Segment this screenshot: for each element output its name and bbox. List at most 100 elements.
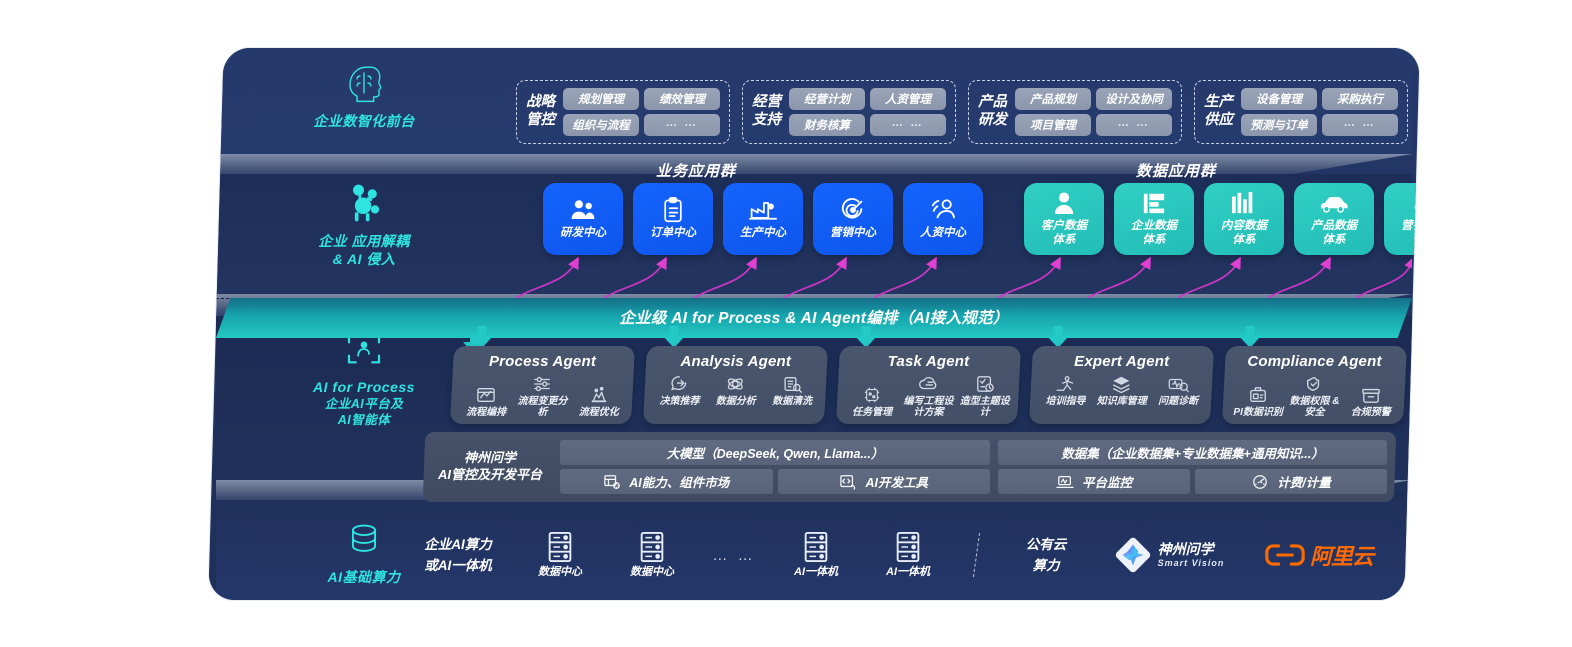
infra-ai-appliance-2[interactable]: AI一体机 [862,531,954,580]
domain-group-strategy[interactable]: 战略 管控 规划管理 绩效管理 组织与流程 … … [516,80,730,144]
infra-ai-appliance-1[interactable]: AI一体机 [770,531,862,580]
logo-shenzhou-wenxue[interactable]: 神州问学 Smart Vision [1094,536,1244,574]
platform-cell-components[interactable]: AI能力、组件市场 [560,469,773,494]
architecture-frame: 企业数智化前台 企业 应用解耦 & AI 侵入 [208,48,1420,600]
domain-label-line2: 支持 [752,112,781,128]
infra-datacenter-1[interactable]: 数据中心 [514,531,606,580]
domain-group-operations[interactable]: 经营 支持 经营计划 人资管理 财务核算 … … [742,80,956,144]
infra-label-line1: 公有云 [1025,536,1067,552]
agent-capability[interactable]: 任务管理 [844,385,900,418]
settings-sliders-icon [532,374,552,394]
agent-capability[interactable]: 培训指导 [1038,374,1094,407]
domain-chip[interactable]: 规划管理 [563,88,639,110]
logo-name: 阿里云 [1309,544,1373,569]
rail-label-2: & AI 侵入 [332,251,396,268]
data-card-label-2: 体系 [1142,234,1166,246]
agent-capability-label: 知识库管理 [1096,396,1147,407]
platform-cell-devtools[interactable]: AI开发工具 [777,469,990,494]
domain-label-line1: 产品 [978,94,1007,111]
app-card-hr-center[interactable]: 人资中心 [903,183,983,255]
data-card-label-1: 内容数据 [1221,220,1267,233]
ai-platform-bar: 神州问学 AI管控及开发平台 大模型（DeepSeek, Qwen, Llama… [422,432,1397,502]
platform-llm-label[interactable]: 大模型（DeepSeek, Qwen, Llama...） [560,440,990,465]
platform-cell-label: AI能力、组件市场 [629,476,730,490]
domain-chip-more[interactable]: … … [1322,114,1398,136]
platform-dataset-label[interactable]: 数据集（企业数据集+专业数据集+通用知识...） [997,440,1387,465]
agent-capability[interactable]: 数据分析 [708,374,764,407]
agent-capability[interactable]: 编写工程设计方案 [901,374,957,418]
domain-chip[interactable]: 产品规划 [1015,88,1091,110]
domain-group-production-supply[interactable]: 生产 供应 设备管理 采购执行 预测与订单 … … [1194,80,1408,144]
data-card-enterprise[interactable]: 企业数据 体系 [1114,183,1194,255]
agent-capability[interactable]: 数据权限 & 安全 [1287,374,1343,418]
infra-public-cloud[interactable]: 公有云 算力 [998,536,1094,574]
database-cylinder-icon [274,516,454,562]
platform-right-column: 数据集（企业数据集+专业数据集+通用知识...） 平台监控 [997,440,1388,494]
domain-chip[interactable]: 人资管理 [870,88,946,110]
agent-capability[interactable]: 合规预警 [1343,385,1399,418]
domain-chip-more[interactable]: … … [644,114,720,136]
app-card-order-center[interactable]: 订单中心 [633,183,713,255]
agent-capability[interactable]: 知识库管理 [1094,374,1150,407]
platform-cell-label: AI开发工具 [865,476,928,490]
infra-enterprise-compute[interactable]: 企业AI算力 或AI一体机 [402,536,514,574]
server-rack-icon [893,531,923,563]
permission-shield-icon [1304,374,1324,394]
app-card-production-center[interactable]: 生产中心 [723,183,803,255]
infra-more-dots: … … [698,547,770,564]
molecule-network-icon [274,180,454,226]
data-card-content[interactable]: 内容数据 体系 [1204,183,1284,255]
agent-card-expert[interactable]: Expert Agent 培训指导 [1028,346,1215,424]
agent-capability[interactable]: 数据清洗 [764,374,820,407]
data-card-marketing[interactable]: 营销数据 体系 [1384,183,1420,255]
agent-card-compliance[interactable]: Compliance Agent PI数据识别 [1221,346,1408,424]
data-card-label-2: 体系 [1052,234,1076,246]
domain-group-product-rnd[interactable]: 产品 研发 产品规划 设计及协同 项目管理 … … [968,80,1182,144]
domain-chip[interactable]: 设计及协同 [1096,88,1172,110]
domain-label-line1: 经营 [752,94,781,111]
domain-chip[interactable]: 绩效管理 [644,88,720,110]
atom-molecule-icon [1411,190,1420,216]
agent-capability[interactable]: 流程编排 [458,385,514,418]
agent-capability-label-2: 安全 [1304,407,1325,418]
logo-huawei[interactable]: HUAWEI [1394,532,1420,579]
domain-label-line1: 战略 [526,94,555,111]
domain-chip[interactable]: 经营计划 [789,88,865,110]
data-card-customer[interactable]: 客户数据 体系 [1024,183,1104,255]
logo-alicloud[interactable]: 阿里云 [1244,539,1394,571]
domain-chip[interactable]: 财务核算 [789,114,865,136]
app-card-marketing-center[interactable]: 营销中心 [813,183,893,255]
business-app-cards: 研发中心 订单中心 生 [543,183,983,255]
server-rack-icon [637,531,667,563]
app-card-rnd-center[interactable]: 研发中心 [543,183,623,255]
data-card-product[interactable]: 产品数据 体系 [1294,183,1374,255]
agent-capability[interactable]: 流程变更分析 [515,374,571,418]
agent-title: Process Agent [488,353,597,370]
domain-chip[interactable]: 预测与订单 [1241,114,1317,136]
domain-chip[interactable]: 组织与流程 [563,114,639,136]
brain-head-icon [274,60,454,106]
monitor-laptop-icon [1056,474,1074,490]
domain-chip-more[interactable]: … … [1096,114,1172,136]
agent-capability[interactable]: 问题诊断 [1150,374,1206,407]
ai-orchestration-banner[interactable]: 企业级 AI for Process & AI Agent编排（AI接入规范） [216,298,1412,338]
domain-chip[interactable]: 设备管理 [1241,88,1317,110]
domain-chip[interactable]: 采购执行 [1322,88,1398,110]
agent-capability[interactable]: 决策推荐 [652,374,708,407]
data-card-label-1: 客户数据 [1041,220,1087,233]
agent-capability[interactable]: 造型主题设计 [957,374,1013,418]
domain-chip-more[interactable]: … … [870,114,946,136]
infra-datacenter-2[interactable]: 数据中心 [606,531,698,580]
agent-card-process[interactable]: Process Agent 流程编排 [449,346,636,424]
person-wave-icon [929,197,957,223]
bars-content-icon [1231,190,1257,216]
agent-capability[interactable]: 流程优化 [571,385,627,418]
domain-chip[interactable]: 项目管理 [1015,114,1091,136]
data-card-label-1: 企业数据 [1131,220,1177,233]
platform-cell-monitoring[interactable]: 平台监控 [997,469,1190,494]
agent-card-task[interactable]: Task Agent 任务管理 [835,346,1022,424]
agent-capability[interactable]: PI数据识别 [1230,385,1286,418]
agent-card-analysis[interactable]: Analysis Agent 决策推荐 [642,346,829,424]
platform-cell-billing[interactable]: 计费/计量 [1195,469,1388,494]
data-app-cards: 客户数据 体系 企业数据 体系 [1024,183,1420,255]
